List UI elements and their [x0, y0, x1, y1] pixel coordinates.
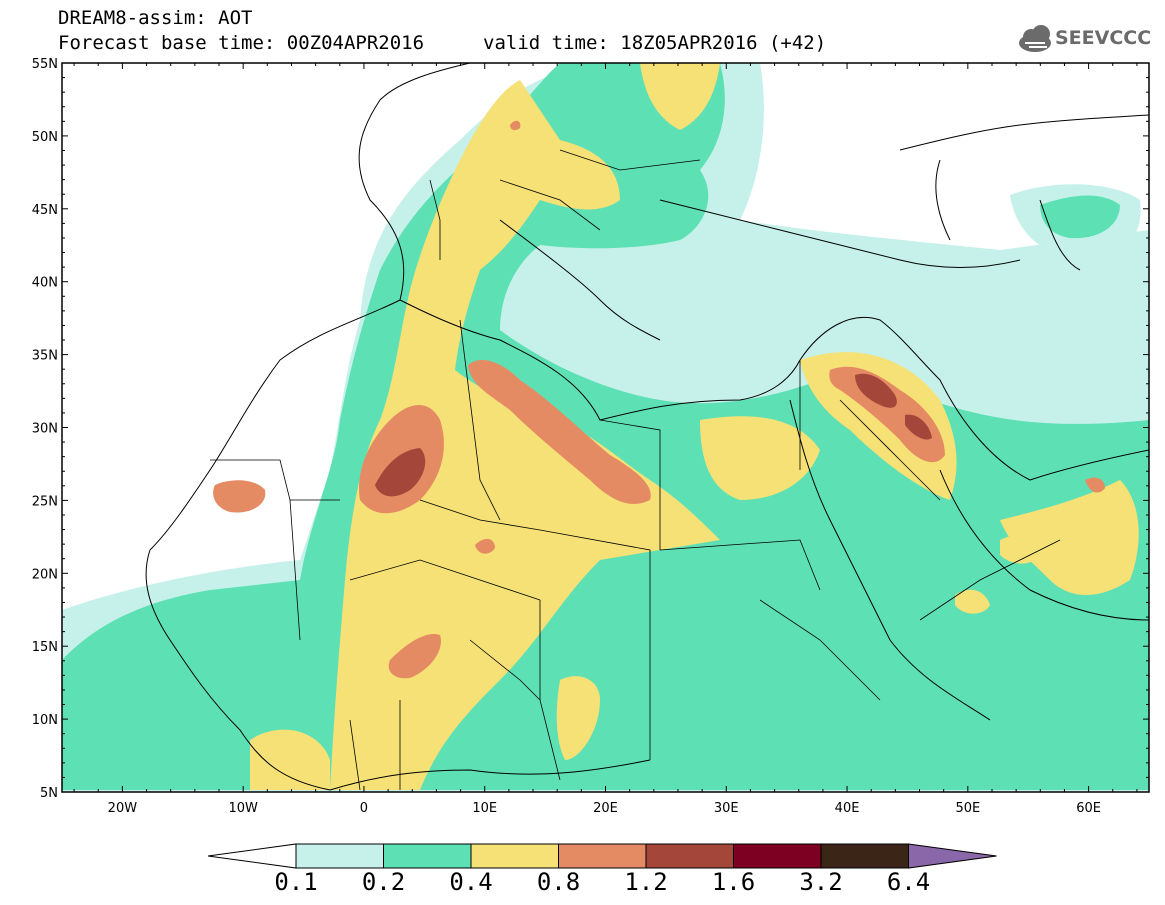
forecast-base-time: Forecast base time: 00Z04APR2016	[58, 32, 425, 54]
colorbar-level-label: 0.2	[361, 868, 406, 896]
colorbar-box	[558, 843, 647, 869]
lon-tick-label: 40E	[835, 801, 860, 816]
colorbar-level-label: 0.1	[274, 868, 318, 896]
lat-tick-label: 35N	[32, 349, 58, 364]
lat-tick-label: 25N	[32, 494, 58, 509]
lon-tick-label: 60E	[1076, 801, 1101, 816]
aot-contour-0.2	[62, 63, 1149, 790]
colorbar-level-label: 1.2	[624, 868, 668, 896]
aot-contour-0.4	[250, 63, 1139, 790]
colorbar-level-label: 3.2	[799, 868, 843, 896]
colorbar-box	[733, 843, 822, 869]
lon-tick-label: 20W	[108, 801, 138, 816]
colorbar-box	[470, 843, 559, 869]
lon-tick-label: 30E	[714, 801, 739, 816]
country-borders	[210, 149, 1061, 791]
lat-tick-label: 55N	[32, 57, 58, 72]
lat-tick-label: 15N	[32, 640, 58, 655]
axis-ticks	[62, 63, 1149, 792]
colorbar-box	[383, 843, 472, 869]
logo-text: SEEVCCC	[1055, 27, 1152, 49]
colorbar-arrow-high	[908, 843, 997, 869]
colorbar-box	[645, 843, 734, 869]
lon-tick-label: 50E	[955, 801, 980, 816]
colorbar-level-label: 0.8	[536, 868, 581, 896]
lat-tick-label: 30N	[32, 422, 58, 437]
colorbar-level-label: 0.4	[449, 868, 493, 896]
cloud-icon	[1019, 25, 1051, 52]
lat-tick-label: 5N	[40, 786, 58, 801]
aot-field	[62, 63, 1149, 792]
lat-tick-label: 20N	[32, 567, 58, 582]
latitude-labels: 5N 10N 15N 20N 25N 30N 35N 40N 45N 50N 55N	[32, 57, 58, 801]
lon-tick-label: 10E	[472, 801, 497, 816]
colorbar-level-label: 6.4	[886, 868, 931, 896]
colorbar-box	[295, 843, 384, 869]
coastlines	[145, 63, 1149, 791]
aot-contour-1.2	[375, 373, 932, 497]
lat-tick-label: 10N	[32, 713, 58, 728]
colorbar-level-label: 1.6	[711, 868, 756, 896]
valid-time: valid time: 18Z05APR2016 (+42)	[483, 32, 827, 54]
map-title: DREAM8-assim: AOT	[58, 7, 253, 29]
lat-tick-label: 45N	[32, 203, 58, 218]
lon-tick-label: 0	[360, 801, 368, 816]
lat-tick-label: 40N	[32, 276, 58, 291]
longitude-labels: 20W 10W 0 10E 20E 30E 40E 50E 60E	[108, 801, 1101, 816]
colorbar	[207, 843, 997, 869]
lon-tick-label: 20E	[593, 801, 618, 816]
colorbar-box	[820, 843, 909, 869]
lat-tick-label: 50N	[32, 130, 58, 145]
lon-tick-label: 10W	[228, 801, 258, 816]
colorbar-arrow-low	[207, 843, 297, 869]
